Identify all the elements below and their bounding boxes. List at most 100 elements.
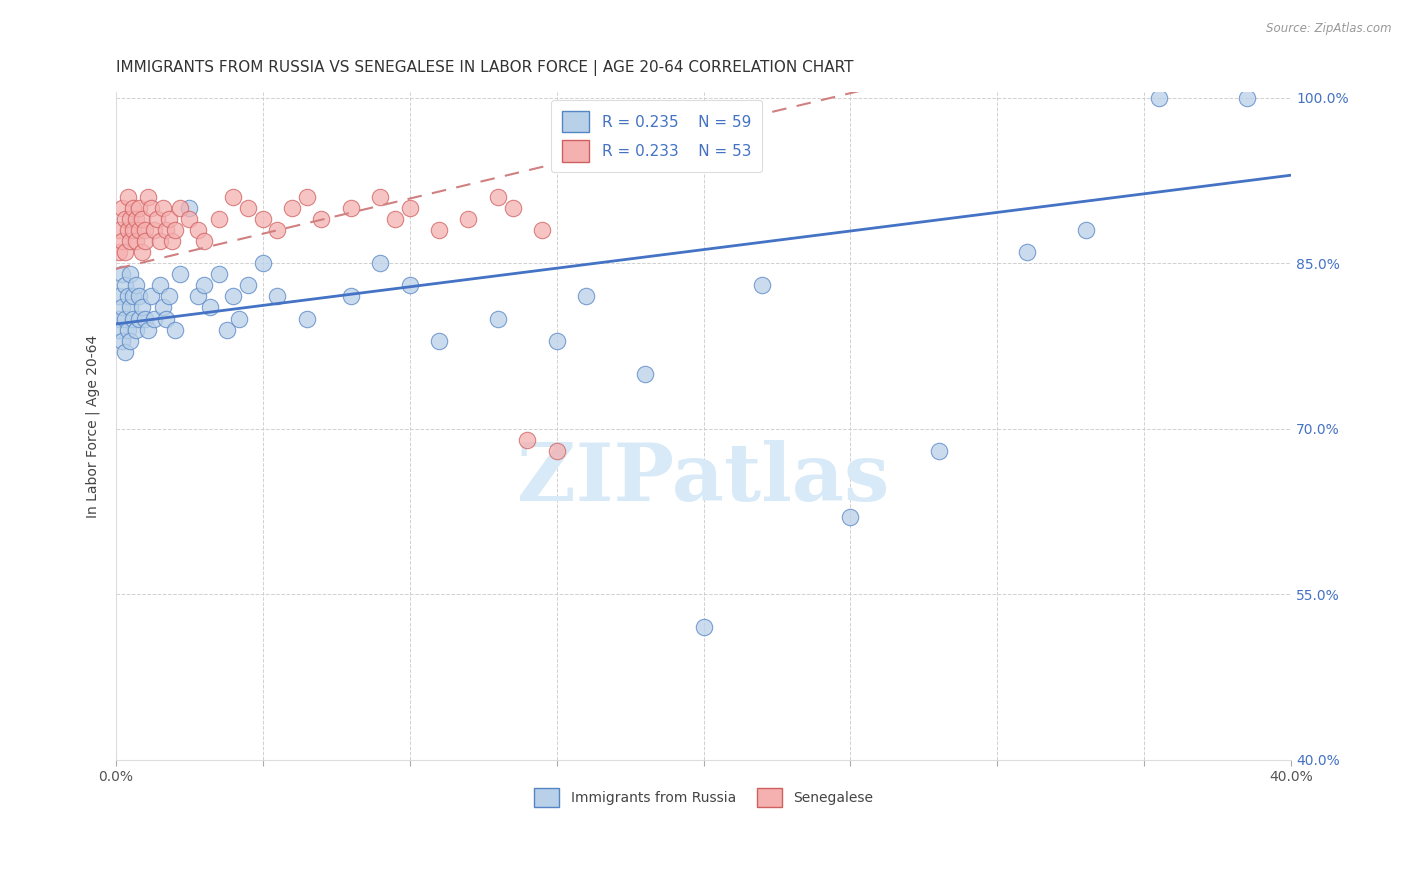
Point (120, 334, 142, 348)
Point (122, 311, 145, 326)
Point (125, 212, 148, 227)
Point (427, 334, 450, 348)
Point (128, 311, 150, 326)
Point (131, 301, 153, 315)
Point (160, 235, 183, 249)
Point (149, 235, 172, 249)
Point (107, 311, 129, 326)
Point (222, 190, 245, 204)
Point (117, 322, 139, 336)
Point (575, 289, 598, 303)
Point (179, 212, 201, 227)
Point (502, 201, 524, 215)
Point (128, 223, 150, 237)
Point (134, 235, 156, 249)
Point (546, 334, 568, 348)
Point (128, 201, 150, 215)
Point (634, 367, 657, 381)
Point (114, 278, 136, 293)
Point (131, 212, 153, 227)
Point (120, 212, 142, 227)
Point (114, 311, 136, 326)
Point (252, 256, 274, 270)
Point (157, 289, 180, 303)
Point (163, 223, 186, 237)
Point (149, 278, 172, 293)
Point (187, 289, 209, 303)
Point (530, 223, 553, 237)
Point (295, 190, 318, 204)
Point (143, 223, 166, 237)
Point (155, 311, 177, 326)
Point (751, 278, 773, 293)
Point (111, 235, 134, 249)
Point (236, 278, 259, 293)
Point (111, 268, 134, 282)
Point (217, 322, 239, 336)
Point (266, 223, 288, 237)
Point (457, 212, 479, 227)
Point (139, 201, 162, 215)
Point (169, 268, 191, 282)
Point (111, 301, 134, 315)
Point (266, 289, 288, 303)
Legend: Immigrants from Russia, Senegalese: Immigrants from Russia, Senegalese (529, 782, 879, 813)
Point (152, 301, 174, 315)
Point (125, 278, 148, 293)
Point (222, 289, 245, 303)
Point (155, 223, 177, 237)
Point (398, 201, 420, 215)
Point (122, 201, 145, 215)
Point (107, 223, 129, 237)
Point (107, 245, 129, 260)
Point (117, 223, 139, 237)
Point (114, 245, 136, 260)
Text: IMMIGRANTS FROM RUSSIA VS SENEGALESE IN LABOR FORCE | AGE 20-64 CORRELATION CHAR: IMMIGRANTS FROM RUSSIA VS SENEGALESE IN … (115, 60, 853, 76)
Point (252, 212, 274, 227)
Point (368, 256, 391, 270)
Point (427, 223, 450, 237)
Text: ZIPatlas: ZIPatlas (517, 441, 890, 518)
Point (111, 201, 134, 215)
Point (1147, 91, 1170, 105)
Point (692, 620, 714, 634)
Point (1236, 91, 1258, 105)
Point (117, 289, 139, 303)
Point (398, 278, 420, 293)
Point (198, 301, 221, 315)
Point (1074, 223, 1097, 237)
Point (131, 245, 153, 260)
Point (295, 311, 318, 326)
Y-axis label: In Labor Force | Age 20-64: In Labor Force | Age 20-64 (86, 334, 100, 517)
Point (114, 212, 136, 227)
Point (928, 443, 950, 458)
Point (193, 278, 215, 293)
Point (208, 212, 231, 227)
Point (120, 268, 142, 282)
Point (122, 289, 145, 303)
Point (281, 201, 304, 215)
Point (125, 322, 148, 336)
Point (163, 322, 186, 336)
Point (179, 201, 201, 215)
Point (117, 190, 139, 204)
Point (143, 311, 166, 326)
Point (311, 212, 333, 227)
Point (1015, 245, 1038, 260)
Point (134, 311, 156, 326)
Point (157, 212, 180, 227)
Point (340, 289, 363, 303)
Text: Source: ZipAtlas.com: Source: ZipAtlas.com (1267, 22, 1392, 36)
Point (384, 212, 406, 227)
Point (486, 190, 509, 204)
Point (516, 433, 538, 447)
Point (114, 344, 136, 359)
Point (107, 322, 129, 336)
Point (136, 322, 159, 336)
Point (120, 235, 142, 249)
Point (236, 201, 259, 215)
Point (125, 235, 148, 249)
Point (340, 201, 363, 215)
Point (368, 190, 391, 204)
Point (136, 190, 159, 204)
